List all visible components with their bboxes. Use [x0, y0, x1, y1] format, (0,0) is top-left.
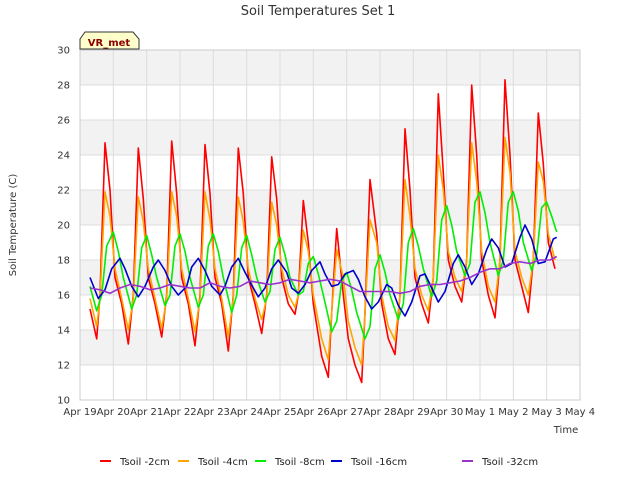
x-axis-label: Time [553, 425, 578, 436]
y-tick-label: 28 [57, 81, 70, 92]
x-tick-label: Apr 30 [430, 407, 463, 418]
legend-label: Tsoil -4cm [197, 457, 248, 468]
legend-label: Tsoil -32cm [481, 457, 538, 468]
background-band [80, 50, 580, 85]
y-tick-label: 10 [57, 396, 70, 407]
x-tick-label: Apr 29 [397, 407, 430, 418]
legend-label: Tsoil -2cm [119, 457, 170, 468]
background-band [80, 190, 580, 225]
series-line [89, 191, 558, 340]
x-tick-label: May 1 [465, 407, 495, 418]
series-lines [89, 79, 558, 384]
x-tick-label: Apr 28 [363, 407, 396, 418]
x-tick-label: May 3 [532, 407, 562, 418]
plot-frame [79, 49, 581, 401]
x-tick-label: May 2 [498, 407, 528, 418]
x-tick-label: Apr 21 [130, 407, 163, 418]
y-tick-label: 14 [57, 326, 70, 337]
station-badge: VR_met [79, 31, 140, 50]
x-axis-ticks: Apr 19 Apr 20 Apr 21 Apr 22 Apr 23 Apr 24 Apr … [63, 407, 595, 418]
x-tick-label: Apr 27 [330, 407, 363, 418]
y-tick-label: 24 [57, 151, 70, 162]
chart-title: Soil Temperatures Set 1 [241, 4, 396, 19]
y-axis-ticks: 10 12 14 16 18 20 22 24 26 28 30 [57, 46, 70, 407]
x-tick-label: Apr 23 [197, 407, 230, 418]
series-line [89, 255, 558, 295]
y-axis-label: Soil Temperature (C) [8, 174, 19, 277]
y-tick-label: 20 [57, 221, 70, 232]
x-tick-label: Apr 19 [63, 407, 96, 418]
y-tick-label: 30 [57, 46, 70, 57]
y-tick-label: 16 [57, 291, 70, 302]
y-tick-label: 22 [57, 186, 70, 197]
series-line [89, 224, 558, 317]
x-tick-label: May 4 [565, 407, 595, 418]
x-tick-label: Apr 20 [97, 407, 130, 418]
x-tick-label: Apr 25 [263, 407, 296, 418]
legend: Tsoil -2cm Tsoil -4cm Tsoil -8cm Tsoil -16c… [100, 457, 538, 468]
badge-label: VR_met [88, 38, 131, 49]
legend-label: Tsoil -16cm [350, 457, 407, 468]
y-tick-label: 18 [57, 256, 70, 267]
x-tick-label: Apr 22 [163, 407, 196, 418]
series-line [89, 136, 556, 366]
plot-background [80, 50, 580, 365]
y-tick-label: 26 [57, 116, 70, 127]
badge-shape [79, 31, 140, 50]
y-tick-label: 12 [57, 361, 70, 372]
x-tick-label: Apr 24 [230, 407, 263, 418]
legend-label: Tsoil -8cm [274, 457, 325, 468]
background-band [80, 120, 580, 155]
x-tick-label: Apr 26 [297, 407, 330, 418]
